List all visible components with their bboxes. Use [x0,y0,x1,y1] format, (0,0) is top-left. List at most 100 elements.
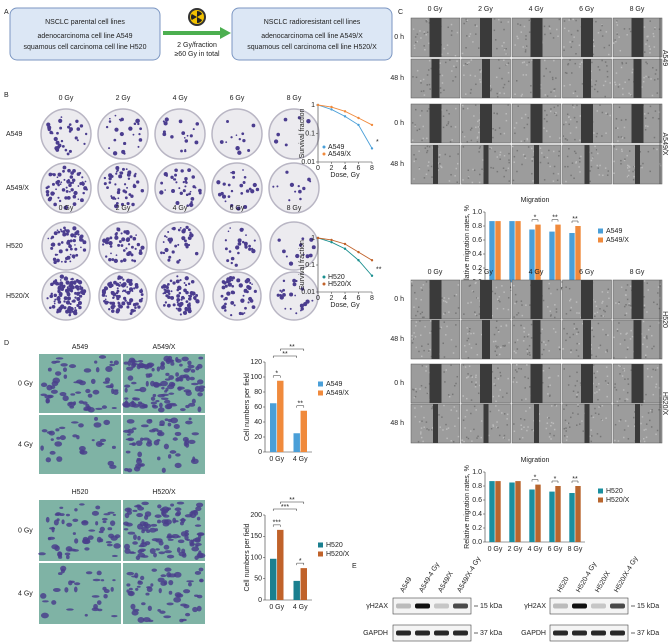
colony [119,171,124,175]
colony [81,176,84,179]
colony [45,189,50,194]
radiation-blade [191,14,197,20]
colony [101,293,106,297]
radiation-blade [197,17,203,23]
texture [428,22,431,24]
colony [116,296,120,301]
colony [116,190,121,195]
texture [566,422,569,425]
cell [186,538,191,541]
y-tick-label: 0.8 [472,223,482,230]
point [357,123,360,127]
band [610,630,625,636]
texture [476,136,479,138]
cell [90,378,96,384]
cell [164,418,169,421]
texture [476,353,479,356]
texture [421,139,423,142]
point [357,116,360,120]
cell [163,615,172,619]
bracket [531,219,539,222]
cell [72,532,76,535]
texture [549,384,551,387]
texture [474,24,476,26]
colony [113,280,117,285]
texture [601,404,604,407]
texture [576,95,579,97]
texture [657,117,660,120]
texture [575,162,577,164]
cell [163,544,170,550]
scratch-gap [581,364,593,403]
scratch-gap [530,18,543,57]
texture [527,377,530,380]
colony [63,178,66,181]
cell [171,382,176,387]
colony [108,147,111,150]
colony [187,168,191,173]
texture [579,139,581,142]
y-tick-label: 0.1 [305,262,315,269]
colony [51,173,55,176]
colony [181,236,186,241]
colony [187,243,191,247]
texture [575,19,577,22]
texture [496,95,499,98]
cell [132,541,138,545]
texture [618,106,621,109]
texture [595,20,597,23]
texture [552,37,555,39]
colony [238,137,241,141]
cell [136,458,143,464]
y-tick-label: 200 [250,512,262,519]
texture [590,152,593,154]
texture [508,341,510,344]
cell [124,397,129,400]
cell [56,436,61,440]
colony [188,294,190,297]
texture [425,20,428,23]
texture [655,69,658,71]
texture [451,139,453,141]
texture [502,437,505,439]
texture [589,180,591,183]
colony [134,306,137,309]
cell [187,582,192,587]
dose-header: 6 Gy [230,205,245,212]
texture [520,418,522,420]
texture [464,415,467,418]
texture [607,334,609,336]
texture [419,388,421,390]
texture [541,328,543,331]
cell [95,367,100,373]
legend-label: H520 [606,488,623,495]
texture [530,85,532,87]
texture [516,371,518,373]
colony [114,114,117,117]
cell [126,510,133,515]
texture [439,62,441,64]
significance: ** [282,351,288,358]
bar [515,221,521,282]
cell [127,375,134,381]
colony [185,193,189,197]
texture [505,53,507,55]
texture [412,388,414,391]
texture [513,127,516,129]
texture [426,74,429,76]
colony [57,143,62,148]
texture [618,83,621,86]
dose-header: 0 Gy [59,95,74,102]
cell [100,579,105,582]
texture [494,150,496,153]
cell [179,363,183,367]
texture [479,384,481,387]
cell [68,364,77,369]
colony [77,185,80,187]
colony [163,121,168,126]
colony [175,181,178,184]
texture [466,333,469,335]
dose-header: 2 Gy [116,205,131,212]
colony [241,240,245,244]
texture [550,91,552,93]
